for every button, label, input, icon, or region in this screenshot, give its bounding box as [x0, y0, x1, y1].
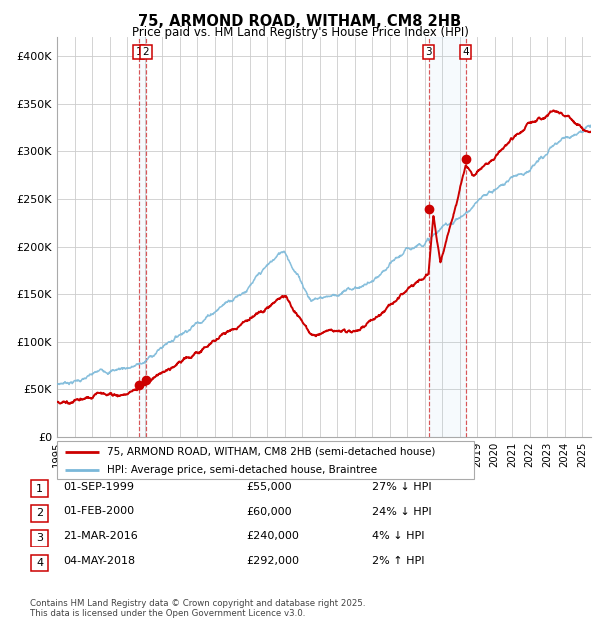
- Text: HPI: Average price, semi-detached house, Braintree: HPI: Average price, semi-detached house,…: [107, 464, 377, 475]
- Text: 27% ↓ HPI: 27% ↓ HPI: [372, 482, 431, 492]
- Text: 2: 2: [36, 508, 43, 518]
- Bar: [139, 37, 146, 437]
- Text: 2% ↑ HPI: 2% ↑ HPI: [372, 556, 425, 566]
- Text: 1: 1: [36, 484, 43, 494]
- Text: 4: 4: [463, 47, 469, 57]
- Text: 04-MAY-2018: 04-MAY-2018: [63, 556, 135, 566]
- Text: Price paid vs. HM Land Registry's House Price Index (HPI): Price paid vs. HM Land Registry's House …: [131, 26, 469, 39]
- Text: 21-MAR-2016: 21-MAR-2016: [63, 531, 138, 541]
- Text: 01-SEP-1999: 01-SEP-1999: [63, 482, 134, 492]
- Text: 2: 2: [143, 47, 149, 57]
- Text: £55,000: £55,000: [246, 482, 292, 492]
- Bar: [428, 37, 466, 437]
- Text: 75, ARMOND ROAD, WITHAM, CM8 2HB (semi-detached house): 75, ARMOND ROAD, WITHAM, CM8 2HB (semi-d…: [107, 446, 436, 456]
- Text: 4% ↓ HPI: 4% ↓ HPI: [372, 531, 425, 541]
- Text: 24% ↓ HPI: 24% ↓ HPI: [372, 507, 431, 516]
- Text: £292,000: £292,000: [246, 556, 299, 566]
- Text: 3: 3: [36, 533, 43, 543]
- Text: 4: 4: [36, 558, 43, 568]
- Text: Contains HM Land Registry data © Crown copyright and database right 2025.
This d: Contains HM Land Registry data © Crown c…: [30, 599, 365, 618]
- Text: £240,000: £240,000: [246, 531, 299, 541]
- Text: £60,000: £60,000: [246, 507, 292, 516]
- Text: 1: 1: [136, 47, 142, 57]
- Text: 75, ARMOND ROAD, WITHAM, CM8 2HB: 75, ARMOND ROAD, WITHAM, CM8 2HB: [139, 14, 461, 29]
- Text: 01-FEB-2000: 01-FEB-2000: [63, 507, 134, 516]
- Text: 3: 3: [425, 47, 432, 57]
